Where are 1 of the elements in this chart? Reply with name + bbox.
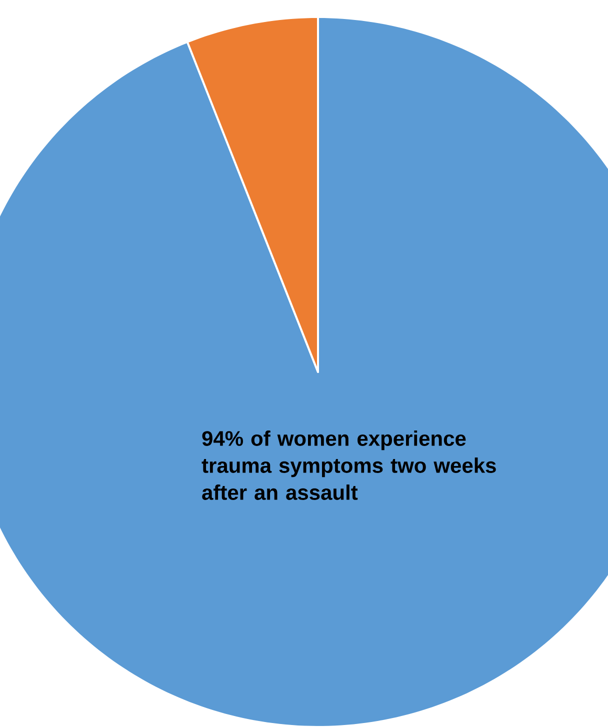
text: 94% of women experience trauma symptoms two weeks after an assault — [202, 430, 496, 500]
